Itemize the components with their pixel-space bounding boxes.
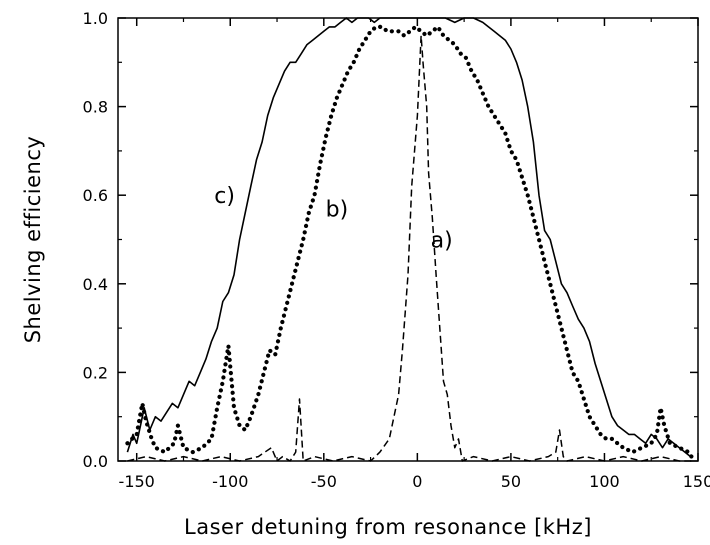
x-tick-label: 0 [412, 472, 422, 491]
x-tick-label: -50 [311, 472, 337, 491]
y-tick-label: 0.4 [83, 275, 108, 294]
y-tick-label: 0.0 [83, 452, 108, 471]
series-layer [125, 17, 697, 464]
y-tick-label: 0.8 [83, 98, 108, 117]
y-axis-title: Shelving efficiency [21, 136, 45, 344]
series-line-c [126, 17, 692, 458]
curve-label-c: c) [214, 184, 235, 209]
x-tick-label: 50 [501, 472, 521, 491]
x-tick-label: -150 [119, 472, 155, 491]
y-tick-label: 0.2 [83, 363, 108, 382]
series-line-a [127, 34, 695, 462]
series-line-b [125, 24, 697, 464]
x-tick-label: -100 [212, 472, 248, 491]
x-tick-label: 100 [589, 472, 620, 491]
x-tick-label: 150 [683, 472, 710, 491]
plot-frame [117, 17, 699, 462]
x-axis-ticks: -150 -100 -50 0 50 100 150 [119, 18, 710, 491]
curve-label-a: a) [431, 229, 453, 254]
x-axis-title: Laser detuning from resonance [kHz] [184, 515, 592, 539]
y-tick-label: 1.0 [83, 9, 108, 28]
y-tick-label: 0.6 [83, 186, 108, 205]
y-axis-ticks: 0.0 0.2 0.4 0.6 0.8 1.0 [83, 9, 698, 471]
curve-label-b: b) [326, 197, 349, 222]
curve-labels: a) b) c) [214, 184, 452, 253]
